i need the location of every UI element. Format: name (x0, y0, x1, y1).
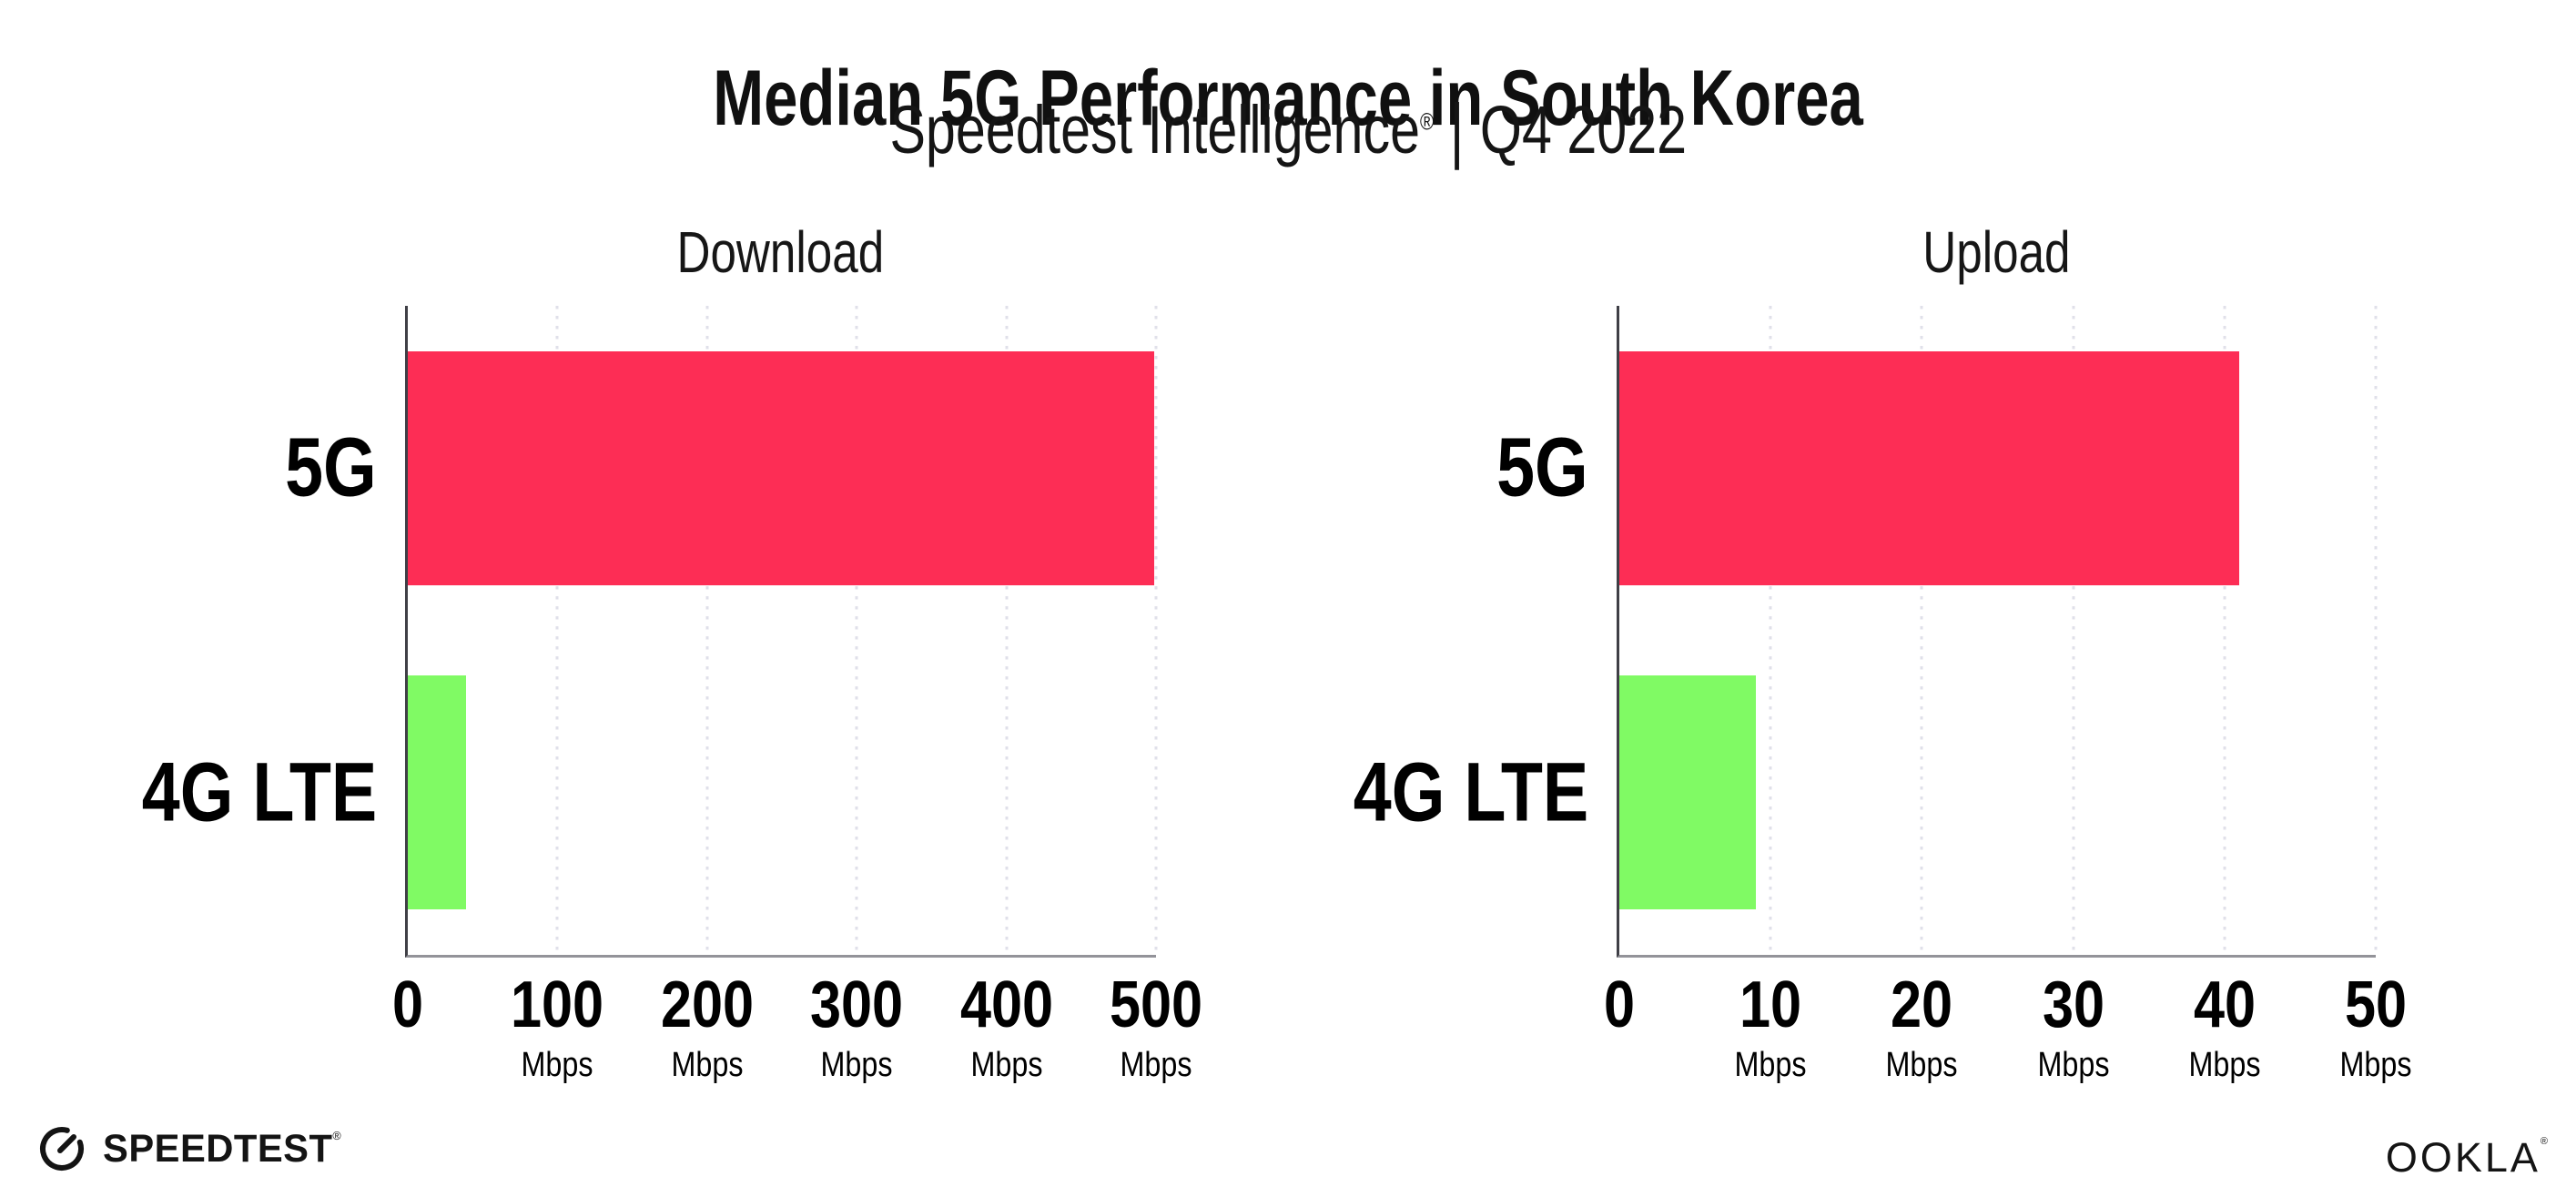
subtitle-separator: | (1449, 88, 1465, 171)
speedtest-logo-text: SPEEDTEST® (103, 1126, 342, 1171)
ookla-logo: OOKLA® (2386, 1134, 2551, 1182)
ookla-registered-icon: ® (2540, 1136, 2551, 1147)
upload-chart: Upload 5G 4G LTE 0 10 Mbps 20 Mbps 30 Mbps 40 Mbps… (1354, 219, 2412, 1084)
gridline-300-mbps (855, 306, 858, 955)
upload-plot-area: 5G 4G LTE 0 10 Mbps 20 Mbps 30 Mbps 40 Mbps 50 Mbps (1354, 306, 2411, 1084)
registered-trademark-icon: ® (1419, 107, 1435, 136)
gridline-40-mbps (2223, 306, 2226, 955)
speedtest-logo: SPEEDTEST® (36, 1123, 345, 1174)
category-label-5g: 5G (1496, 421, 1588, 514)
ookla-logo-text: OOKLA (2385, 1134, 2541, 1181)
category-label-5g: 5G (285, 421, 377, 514)
download-chart-title: Download (676, 219, 885, 285)
subtitle-brand: Speedtest Intelligence (889, 92, 1420, 167)
upload-chart-title: Upload (1922, 219, 2071, 285)
gridline-20-mbps (1920, 306, 1923, 955)
speedtest-gauge-icon (40, 1127, 84, 1171)
gridline-50-mbps (2374, 306, 2378, 955)
bar-4g-lte (1619, 675, 1756, 910)
gridline-400-mbps (1005, 306, 1009, 955)
page-title: Median 5G Performance in South Korea (0, 56, 2576, 141)
download-plot-area: 5G 4G LTE 0 100 Mbps 200 Mbps 300 Mbps 400 Mbps 500… (142, 306, 1202, 1084)
gridline-200-mbps (705, 306, 709, 955)
speedtest-registered-icon: ® (332, 1128, 342, 1142)
page-subtitle: Speedtest Intelligence® | Q4 2022 (0, 89, 2576, 171)
bar-4g-lte (408, 675, 467, 910)
page-title-text: Median 5G Performance in South Korea (713, 54, 1863, 142)
category-label-4g-lte: 4G LTE (1353, 746, 1588, 839)
gridline-500-mbps (1154, 306, 1158, 955)
bar-5g (1619, 350, 2240, 585)
gridline-30-mbps (2072, 306, 2075, 955)
page-subtitle-text: Speedtest Intelligence® | Q4 2022 (889, 89, 1687, 171)
gridline-100-mbps (555, 306, 559, 955)
download-chart: Download 5G 4G LTE 0 100 Mbps 200 Mbps 300 Mbps 4… (142, 219, 1203, 1084)
gridline-10-mbps (1769, 306, 1772, 955)
subtitle-period: Q4 2022 (1479, 92, 1687, 167)
category-label-4g-lte: 4G LTE (141, 746, 377, 839)
bar-5g (408, 350, 1155, 585)
